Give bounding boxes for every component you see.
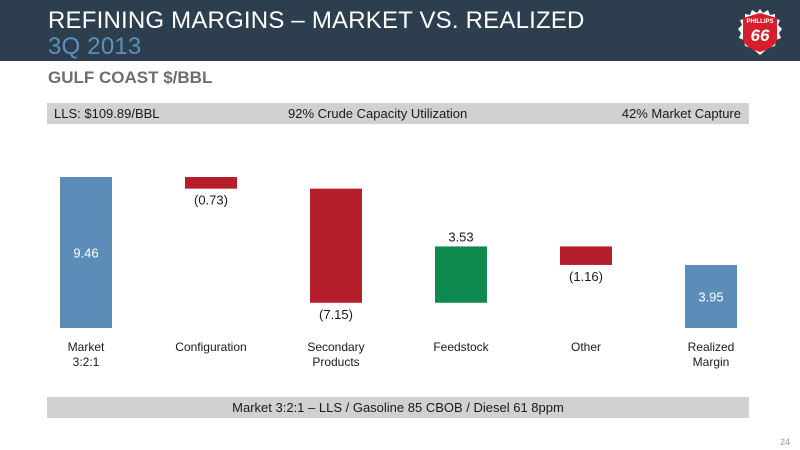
category-label-line: Realized	[688, 340, 735, 354]
bar-3	[435, 246, 487, 303]
info-bar: LLS: $109.89/BBL 92% Crude Capacity Util…	[47, 103, 749, 124]
page-title: REFINING MARGINS – MARKET VS. REALIZED	[48, 7, 585, 34]
bar-value-label-5: 3.95	[698, 289, 723, 304]
category-label-1: Configuration	[175, 340, 246, 354]
bar-2	[310, 188, 362, 303]
category-label-line: Other	[571, 340, 601, 354]
footer-note-text: Market 3:2:1 – LLS / Gasoline 85 CBOB / …	[232, 400, 564, 415]
phillips-66-logo: PHILLIPS 66	[738, 9, 782, 55]
category-label-0: Market 3:2:1	[68, 340, 105, 369]
category-label-5: Realized Margin	[688, 340, 735, 369]
category-label-line: Secondary	[307, 340, 364, 354]
bar-4	[560, 246, 612, 265]
logo-shield-fill	[743, 13, 777, 52]
bar-5	[685, 264, 737, 328]
page-number: 24	[779, 437, 790, 447]
bar-value-label-2: (7.15)	[319, 307, 353, 322]
logo-number: 66	[751, 26, 770, 45]
category-label-line: Products	[312, 355, 359, 369]
bar-0	[60, 177, 112, 328]
footer-note-bar: Market 3:2:1 – LLS / Gasoline 85 CBOB / …	[47, 397, 749, 418]
page-subtitle-period: 3Q 2013	[48, 33, 142, 60]
category-label-2: Secondary Products	[307, 340, 364, 369]
bar-1	[185, 177, 237, 189]
category-label-4: Other	[571, 340, 601, 354]
market-capture-text: 42% Market Capture	[621, 106, 741, 121]
logo-wordmark: PHILLIPS	[746, 19, 773, 25]
bar-value-label-0: 9.46	[73, 246, 98, 261]
chart-subtitle: GULF COAST $/BBL	[48, 68, 213, 87]
capacity-utilization-text: 92% Crude Capacity Utilization	[288, 106, 468, 121]
category-label-line: Market	[68, 340, 105, 354]
bar-value-label-4: (1.16)	[569, 269, 603, 284]
category-label-line: Margin	[693, 355, 730, 369]
bar-value-label-3: 3.53	[448, 229, 473, 244]
bar-value-label-1: (0.73)	[194, 193, 228, 208]
category-label-3: Feedstock	[433, 340, 489, 354]
category-label-line: Configuration	[175, 340, 246, 354]
header-band: REFINING MARGINS – MARKET VS. REALIZED 3…	[0, 0, 800, 61]
lls-price-text: LLS: $109.89/BBL	[54, 106, 160, 121]
category-label-line: Feedstock	[433, 340, 489, 354]
category-label-line: 3:2:1	[73, 355, 100, 369]
